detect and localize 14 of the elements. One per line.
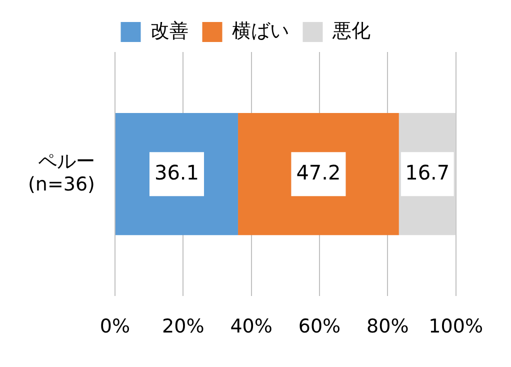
- x-tick-label: 60%: [298, 316, 341, 338]
- data-label: 47.2: [296, 160, 341, 184]
- bar: [238, 113, 399, 236]
- data-label: 36.1: [154, 160, 200, 184]
- x-tick-label: 20%: [162, 316, 204, 338]
- data-label: 16.7: [405, 160, 450, 184]
- x-tick-label: 0%: [100, 316, 130, 338]
- x-tick-label: 100%: [428, 316, 484, 338]
- x-tick-label: 80%: [366, 316, 409, 338]
- legend-label: 改善: [150, 20, 188, 42]
- y-tick-label: ペルー (n=36): [28, 150, 95, 196]
- legend-label: 横ばい: [232, 20, 289, 42]
- legend-label: 悪化: [331, 20, 370, 42]
- x-tick-label: 40%: [230, 316, 272, 338]
